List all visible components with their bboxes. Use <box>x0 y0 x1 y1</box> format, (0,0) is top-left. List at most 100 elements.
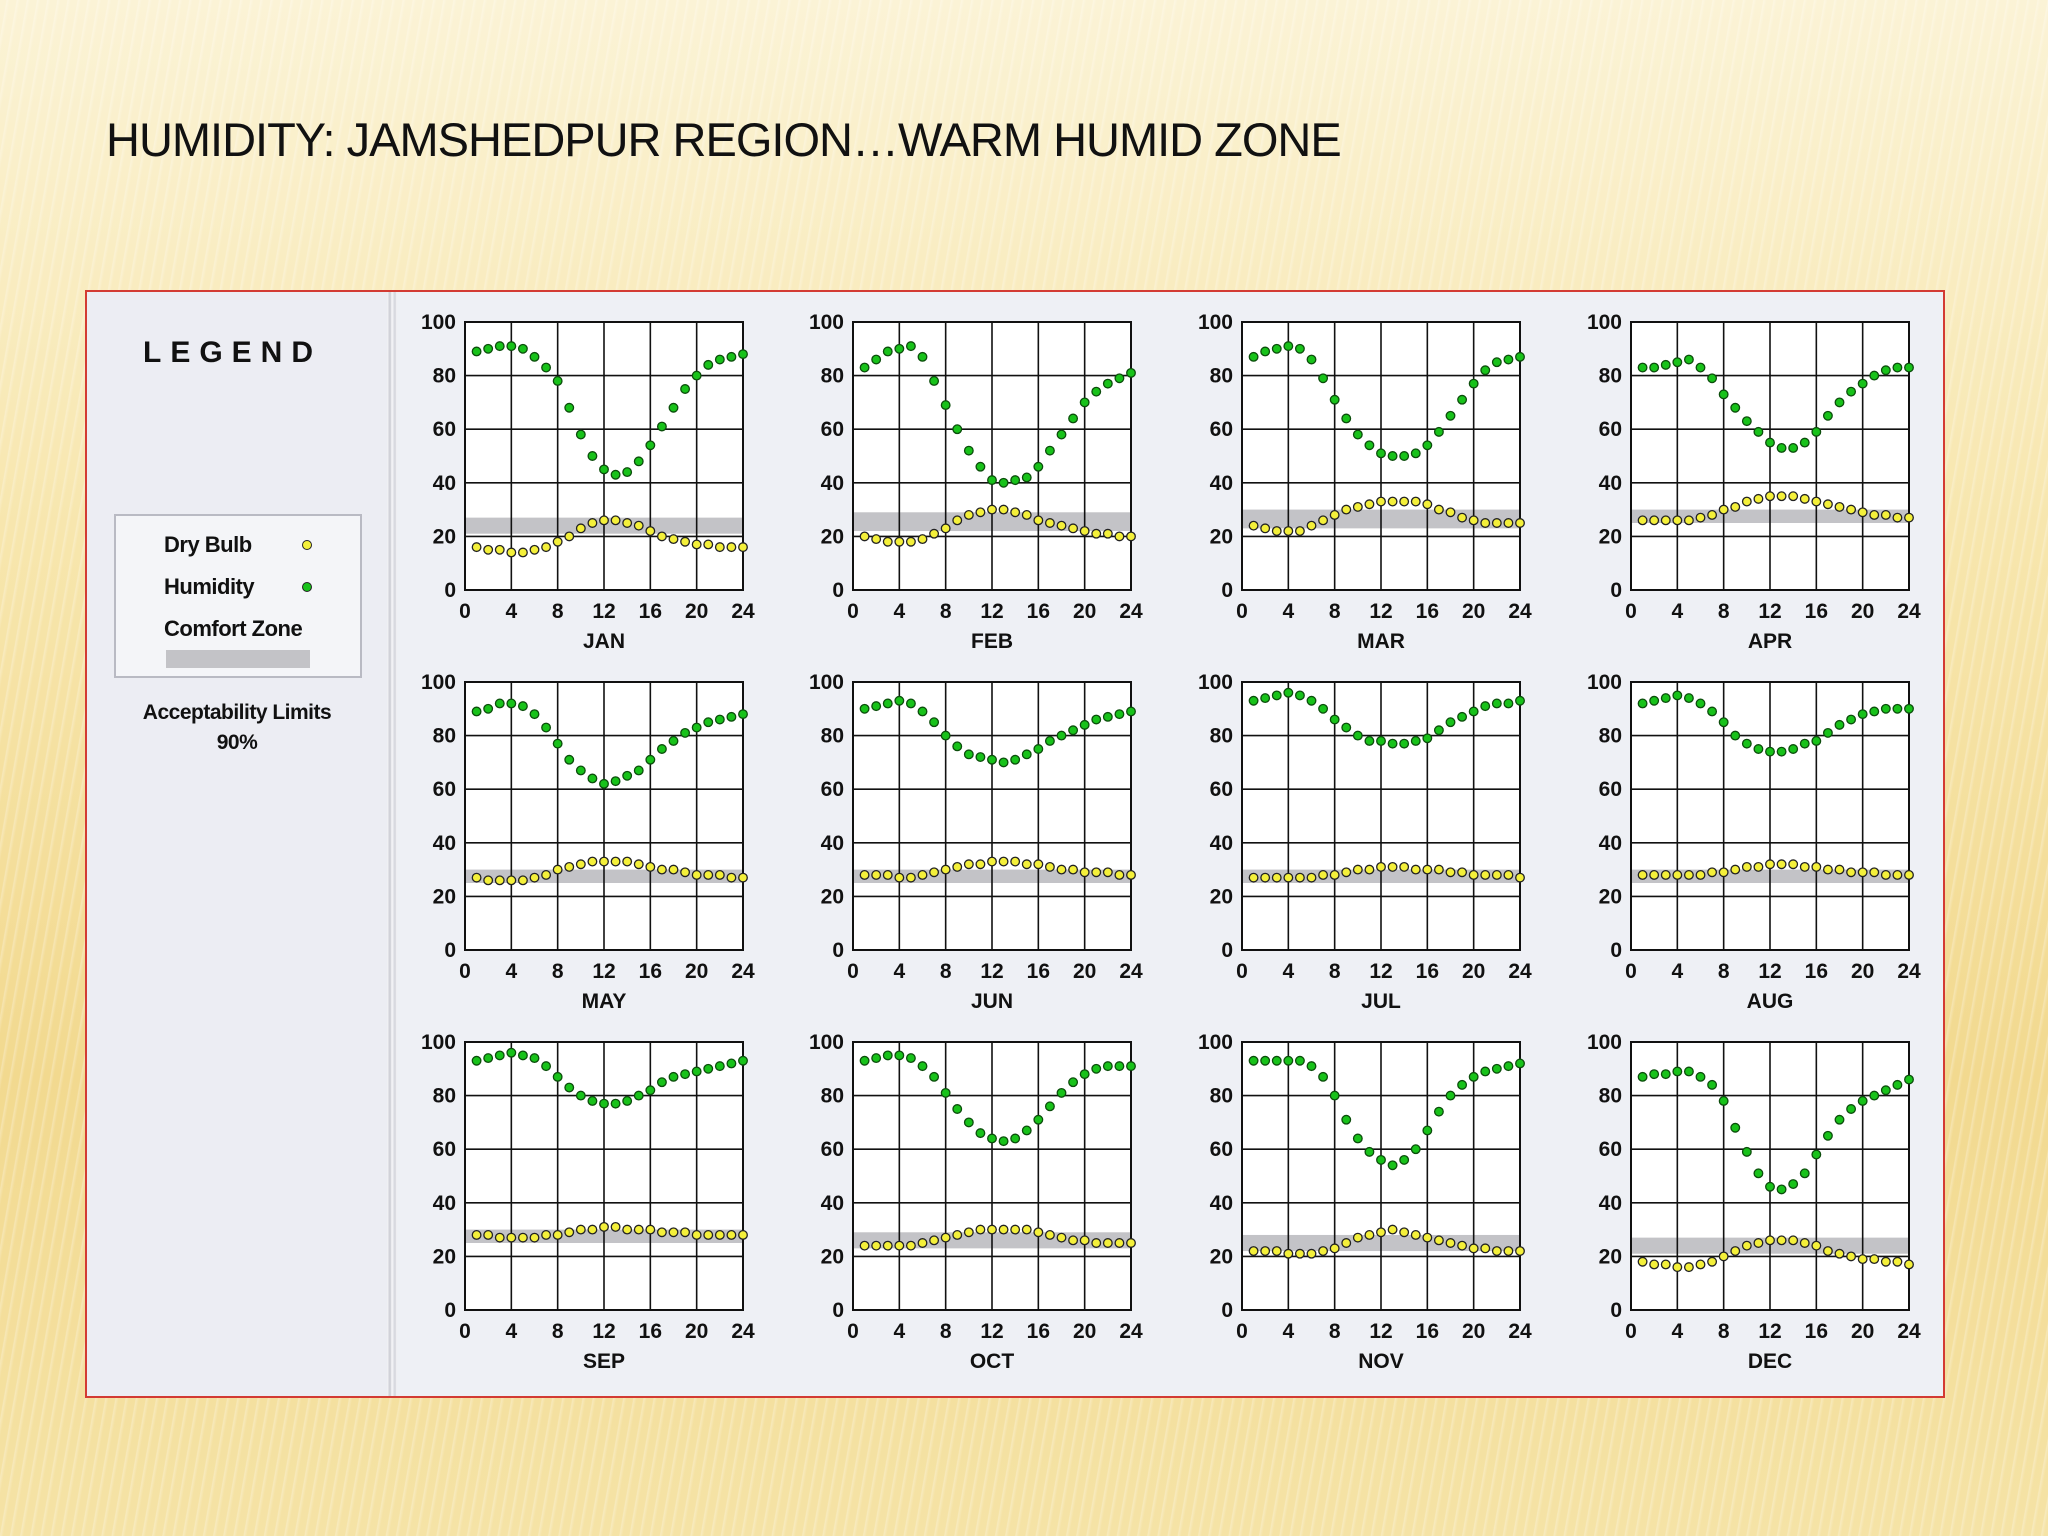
humidity-point <box>1846 714 1857 725</box>
humidity-point <box>1021 472 1032 483</box>
humidity-point <box>963 1117 974 1128</box>
humidity-point <box>1515 695 1525 706</box>
dry-bulb-point <box>1846 504 1857 515</box>
dry-bulb-point <box>1033 1227 1044 1238</box>
humidity-point <box>952 741 963 752</box>
dry-bulb-point <box>1741 496 1752 507</box>
humidity-point <box>1410 1144 1421 1155</box>
dry-bulb-point <box>1637 515 1648 526</box>
humidity-point <box>1857 1096 1868 1106</box>
dry-bulb-point <box>1102 1238 1113 1248</box>
dry-bulb-point <box>1399 861 1410 872</box>
x-tick-label: 16 <box>1416 1320 1439 1343</box>
dry-bulb-point <box>1811 861 1822 872</box>
humidity-point <box>1283 341 1294 352</box>
x-tick-label: 4 <box>1282 960 1294 983</box>
dry-bulb-point <box>1433 1235 1444 1246</box>
x-tick-label: 20 <box>1851 1320 1874 1343</box>
humidity-point <box>1422 733 1433 744</box>
humidity-point <box>1102 711 1113 722</box>
humidity-point <box>1834 1114 1845 1125</box>
dry-bulb-point <box>859 531 870 542</box>
humidity-point <box>1079 719 1090 730</box>
x-tick-label: 4 <box>893 1320 905 1343</box>
dry-bulb-point <box>1410 864 1421 875</box>
humidity-point <box>1294 1055 1305 1066</box>
dry-bulb-point <box>1515 518 1525 528</box>
humidity-point <box>1445 717 1456 728</box>
x-tick-label: 0 <box>1625 1320 1637 1343</box>
x-tick-label: 24 <box>1897 1320 1921 1343</box>
humidity-point <box>622 1096 633 1106</box>
humidity-point <box>1387 1160 1398 1171</box>
chart-may: 0 4 8 12 16 20 24 0 20 40 60 80 100 MAY <box>421 671 755 1013</box>
dry-bulb-point <box>1765 491 1775 502</box>
legend-dry-bulb-label: Dry Bulb <box>164 532 252 557</box>
humidity-point <box>859 362 870 373</box>
humidity-point <box>726 711 737 722</box>
humidity-point <box>1672 1066 1683 1077</box>
y-tick-label: 80 <box>821 365 844 388</box>
humidity-point <box>622 770 633 781</box>
humidity-point <box>1294 343 1305 354</box>
y-tick-label: 100 <box>1198 671 1233 694</box>
x-tick-label: 8 <box>1718 600 1730 623</box>
dry-bulb-point <box>1352 1232 1363 1243</box>
dry-bulb-point <box>987 504 997 515</box>
humidity-point <box>587 451 598 461</box>
dry-bulb-point <box>859 870 870 880</box>
humidity-point <box>1318 373 1329 384</box>
dry-bulb-point <box>506 1232 517 1243</box>
x-tick-label: 12 <box>980 600 1003 623</box>
dry-bulb-point <box>1869 1254 1880 1265</box>
humidity-point <box>859 1055 870 1066</box>
y-tick-label: 100 <box>1198 1031 1233 1054</box>
dry-bulb-point <box>714 1230 725 1240</box>
y-tick-label: 80 <box>821 1085 844 1108</box>
humidity-point <box>1114 709 1125 720</box>
dry-bulb-point <box>575 859 586 870</box>
humidity-point <box>587 773 598 784</box>
dry-bulb-point <box>506 547 517 558</box>
y-tick-label: 40 <box>1210 1192 1233 1215</box>
x-tick-label: 16 <box>639 600 662 623</box>
dry-bulb-point <box>1480 1243 1491 1254</box>
acceptability-title: Acceptability Limits <box>142 701 332 724</box>
y-tick-label: 0 <box>1221 1299 1233 1322</box>
dry-bulb-point <box>963 859 974 870</box>
dry-bulb-point <box>1021 859 1032 870</box>
dry-bulb-point <box>871 870 882 880</box>
dry-bulb-point <box>517 547 528 558</box>
dry-bulb-point <box>1515 1246 1525 1256</box>
humidity-point <box>1880 1085 1891 1096</box>
humidity-point <box>1056 730 1067 741</box>
y-tick-label: 40 <box>433 832 456 855</box>
dry-bulb-point <box>1399 496 1410 507</box>
dry-bulb-point <box>882 536 893 547</box>
humidity-point <box>1846 386 1857 397</box>
y-tick-label: 0 <box>444 1299 456 1322</box>
humidity-point <box>1904 362 1914 373</box>
humidity-point <box>1318 1071 1329 1082</box>
humidity-point <box>1491 1063 1502 1074</box>
dry-bulb-point <box>622 1224 633 1235</box>
dry-bulb-point <box>1718 504 1729 515</box>
x-tick-label: 12 <box>980 1320 1003 1343</box>
dry-bulb-point <box>1707 510 1718 520</box>
x-tick-label: 8 <box>940 960 952 983</box>
humidity-point <box>1399 738 1410 749</box>
x-tick-label: 20 <box>1462 1320 1485 1343</box>
y-tick-label: 60 <box>1210 778 1233 801</box>
dry-bulb-point <box>645 861 656 872</box>
humidity-point <box>1834 719 1845 730</box>
humidity-point <box>975 461 986 472</box>
dry-bulb-point <box>1718 1251 1729 1262</box>
dry-bulb-point <box>1329 870 1340 880</box>
humidity-point <box>1503 354 1514 365</box>
dry-bulb-point <box>1503 870 1514 880</box>
humidity-point <box>1660 1069 1671 1080</box>
humidity-point <box>1294 690 1305 701</box>
x-tick-label: 24 <box>1119 960 1143 983</box>
humidity-point <box>471 1055 482 1066</box>
x-tick-label: 0 <box>1625 600 1637 623</box>
